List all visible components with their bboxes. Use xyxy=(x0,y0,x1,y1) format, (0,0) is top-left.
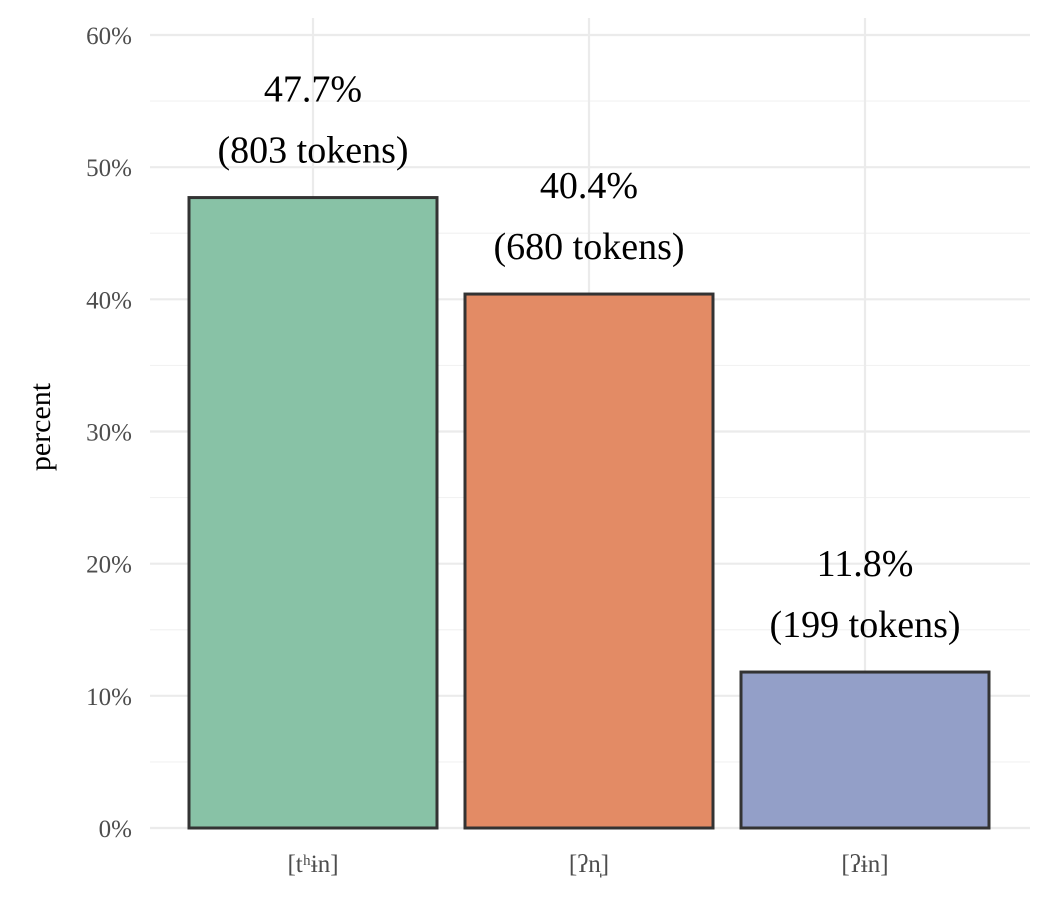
bar-value-label: 40.4% xyxy=(540,165,638,207)
y-tick-label: 30% xyxy=(86,420,132,447)
y-tick-label: 0% xyxy=(99,816,132,843)
bar-token-label: (199 tokens) xyxy=(769,604,960,646)
y-axis-title: percent xyxy=(24,382,57,471)
x-tick-label: [tʰɨn] xyxy=(287,851,338,878)
bar xyxy=(739,670,991,830)
bar-value-label: 47.7% xyxy=(264,69,362,111)
y-axis-ticks: 0% 10% 20% 30% 40% 50% 60% xyxy=(86,23,132,843)
y-tick-label: 60% xyxy=(86,23,132,50)
y-tick-label: 10% xyxy=(86,684,132,711)
bar-token-label: (803 tokens) xyxy=(217,130,408,172)
x-axis-ticks: [tʰɨn] [ʔn̩] [ʔɨn] xyxy=(287,851,888,878)
bar xyxy=(187,196,439,830)
bar-value-label: 11.8% xyxy=(817,543,914,585)
bars xyxy=(187,196,991,830)
y-tick-label: 20% xyxy=(86,552,132,579)
bar xyxy=(463,292,715,830)
x-tick-label: [ʔn̩] xyxy=(569,851,609,878)
y-tick-label: 40% xyxy=(86,287,132,314)
bar-labels: 47.7% (803 tokens) 40.4% (680 tokens) 11.8% (… xyxy=(217,69,960,646)
x-tick-label: [ʔɨn] xyxy=(841,851,888,878)
bar-token-label: (680 tokens) xyxy=(493,226,684,268)
y-tick-label: 50% xyxy=(86,155,132,182)
